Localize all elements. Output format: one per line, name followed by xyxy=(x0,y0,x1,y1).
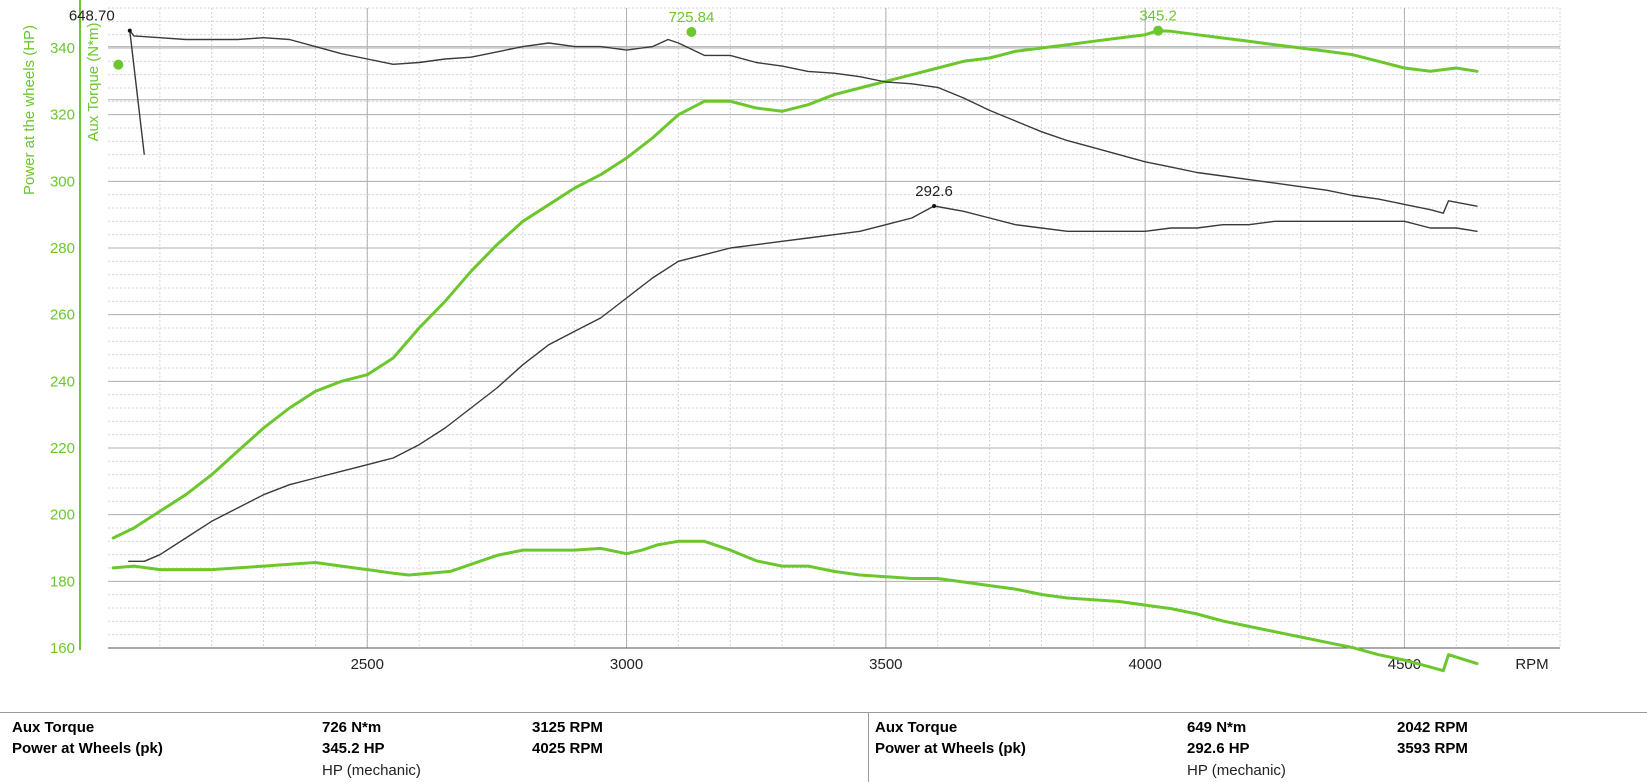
summary-value-power: 292.6 HP xyxy=(1187,740,1250,757)
series-line-green-power xyxy=(111,29,1479,540)
y-tick-label: 220 xyxy=(50,440,75,457)
summary-rpm-power: 4025 RPM xyxy=(532,740,603,757)
y-tick-label: 320 xyxy=(50,107,75,124)
summary-label-torque: Aux Torque xyxy=(875,719,958,736)
summary-value-torque: 726 N*m xyxy=(322,719,382,736)
summary-panel-black: Aux Torque 649 N*m 2042 RPM Power at Whe… xyxy=(868,713,1647,782)
annotation-label: 292.6 xyxy=(915,183,953,200)
summary-rpm-power: 3593 RPM xyxy=(1397,740,1468,757)
annotation-marker xyxy=(127,28,132,33)
annotation-marker xyxy=(1153,25,1164,36)
annotation-marker xyxy=(686,27,697,37)
y-tick-label: 260 xyxy=(50,307,75,324)
chart-svg: 160 180 200 220 240 260 280 300 320 340 2500 3000 35… xyxy=(21,0,1561,673)
summary-label-torque: Aux Torque xyxy=(12,719,95,736)
series-line-black-torque-tail xyxy=(129,30,145,155)
summary-unit-note: HP (mechanic) xyxy=(322,762,421,779)
summary-label-power: Power at Wheels (pk) xyxy=(12,740,163,757)
x-tick-label: 3000 xyxy=(610,656,643,673)
y-tick-label: 240 xyxy=(50,373,75,390)
y-tick-label: 300 xyxy=(50,173,75,190)
series-start-marker xyxy=(113,59,124,70)
summary-unit-note: HP (mechanic) xyxy=(1187,762,1286,779)
y-tick-label: 180 xyxy=(50,573,75,590)
y-axis-label-torque: Aux Torque (N*m) xyxy=(85,23,102,142)
summary-value-torque: 649 N*m xyxy=(1187,719,1247,736)
x-tick-label: 4500 xyxy=(1388,656,1421,673)
annotation-label: 648.70 xyxy=(69,8,115,25)
annotation-label: 345.2 xyxy=(1139,8,1177,25)
summary-panel-green: Aux Torque 726 N*m 3125 RPM Power at Whe… xyxy=(0,713,868,782)
x-tick-label: 2500 xyxy=(351,656,384,673)
y-tick-label: 200 xyxy=(50,507,75,524)
summary-table: Aux Torque 726 N*m 3125 RPM Power at Whe… xyxy=(0,712,1647,782)
summary-label-power: Power at Wheels (pk) xyxy=(875,740,1026,757)
summary-rpm-torque: 2042 RPM xyxy=(1397,719,1468,736)
dyno-chart: 160 180 200 220 240 260 280 300 320 340 2500 3000 35… xyxy=(21,0,1561,673)
annotation-marker xyxy=(932,204,937,208)
summary-rpm-torque: 3125 RPM xyxy=(532,719,603,736)
y-tick-label: 340 xyxy=(50,40,75,57)
y-tick-label: 160 xyxy=(50,640,75,657)
summary-value-power: 345.2 HP xyxy=(322,740,385,757)
series-line-black-torque xyxy=(129,29,1478,214)
x-axis-label: RPM xyxy=(1515,656,1548,673)
y-tick-label: 280 xyxy=(50,240,75,257)
series-line-black-power xyxy=(127,205,1478,562)
x-tick-label: 3500 xyxy=(869,656,902,673)
y-axis-label-power: Power at the wheels (HP) xyxy=(21,25,38,195)
annotation-label: 725.84 xyxy=(668,9,714,26)
series-line-green-torque xyxy=(111,539,1479,673)
x-tick-label: 4000 xyxy=(1128,656,1161,673)
